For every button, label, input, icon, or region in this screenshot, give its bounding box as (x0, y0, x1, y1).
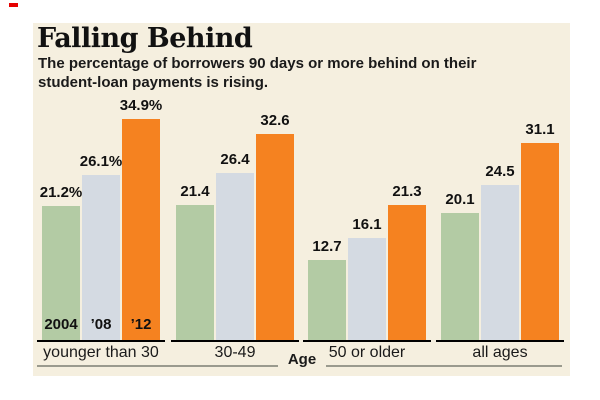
red-crop-mark (9, 3, 18, 7)
group-baseline (171, 340, 299, 342)
bar (216, 173, 254, 340)
bar (256, 134, 294, 340)
bar-value-label: 32.6 (260, 112, 290, 129)
bar (42, 206, 80, 340)
bar-value-label: 24.5 (485, 163, 515, 180)
group-baseline (303, 340, 431, 342)
bar-value-label: 26.4 (220, 151, 250, 168)
bar-value-label: 20.1 (445, 191, 475, 208)
category-label: 50 or older (328, 344, 406, 361)
year-label: ’12 (130, 316, 152, 333)
bar-value-label: 26.1% (79, 153, 123, 170)
bar (481, 185, 519, 340)
bar (176, 205, 214, 340)
bar-value-label: 31.1 (525, 121, 555, 138)
bar-value-label: 21.2% (39, 184, 83, 201)
category-label: younger than 30 (43, 344, 159, 361)
bar-value-label: 12.7 (312, 238, 342, 255)
bar (122, 119, 160, 340)
category-label: 30-49 (214, 344, 256, 361)
bar-value-label: 21.4 (180, 183, 210, 200)
chart-subtitle-line2: student-loan payments is rising. (38, 74, 269, 91)
category-label: all ages (472, 344, 528, 361)
chart-title: Falling Behind (37, 23, 253, 54)
age-axis-line (37, 365, 278, 367)
bar-value-label: 21.3 (392, 183, 422, 200)
group-baseline (37, 340, 165, 342)
chart-subtitle-line1: The percentage of borrowers 90 days or m… (38, 55, 477, 72)
bar (521, 143, 559, 340)
chart-panel: Falling Behind The percentage of borrowe… (33, 23, 570, 376)
bar (348, 238, 386, 340)
year-label: ’08 (90, 316, 112, 333)
chart-subtitle: The percentage of borrowers 90 days or m… (38, 54, 476, 92)
bar (82, 175, 120, 340)
age-axis-label: Age (287, 351, 317, 368)
bar (388, 205, 426, 340)
bar (441, 213, 479, 340)
year-label: 2004 (44, 316, 78, 333)
age-axis-line (326, 365, 562, 367)
bar (308, 260, 346, 340)
bar-value-label: 34.9% (119, 97, 163, 114)
group-baseline (436, 340, 564, 342)
bar-value-label: 16.1 (352, 216, 382, 233)
